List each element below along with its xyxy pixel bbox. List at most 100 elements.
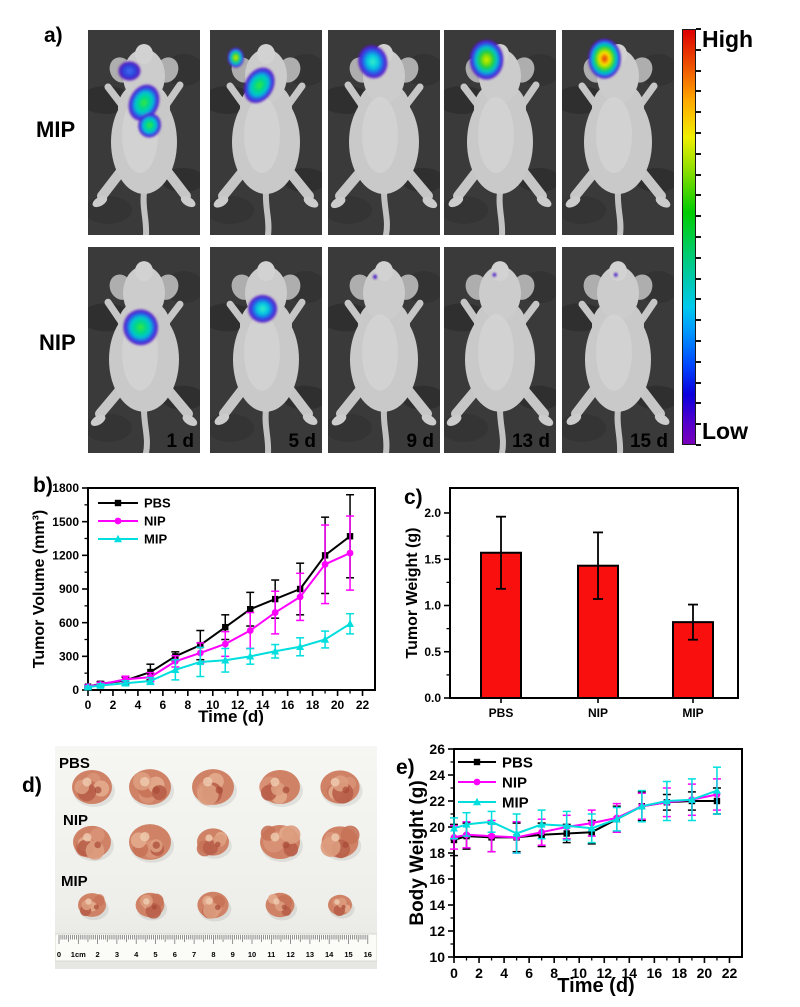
tumor-nip-3 bbox=[196, 828, 229, 857]
tumor-mip-3 bbox=[197, 891, 229, 919]
colorbar-tick bbox=[696, 298, 701, 301]
svg-text:6: 6 bbox=[525, 965, 533, 981]
colorbar-tick bbox=[696, 360, 701, 363]
tumor-pbs-4 bbox=[259, 770, 300, 804]
mouse-image-mip-1 bbox=[88, 30, 200, 235]
svg-text:Tumor Volume (mm³): Tumor Volume (mm³) bbox=[31, 510, 48, 669]
svg-text:18: 18 bbox=[306, 698, 320, 712]
colorbar-tick bbox=[696, 111, 701, 114]
mouse-image-nip-4: 13 d bbox=[444, 247, 556, 453]
svg-text:8: 8 bbox=[550, 965, 558, 981]
svg-text:Time (d): Time (d) bbox=[557, 975, 634, 997]
svg-text:0.0: 0.0 bbox=[424, 691, 441, 705]
svg-text:8: 8 bbox=[211, 950, 215, 959]
svg-text:16: 16 bbox=[429, 871, 445, 887]
svg-text:22: 22 bbox=[356, 698, 370, 712]
svg-text:11: 11 bbox=[267, 950, 275, 959]
svg-text:14: 14 bbox=[429, 897, 445, 913]
svg-text:16: 16 bbox=[281, 698, 295, 712]
panel-e-label: e) bbox=[396, 756, 415, 779]
svg-text:300: 300 bbox=[59, 650, 79, 664]
colorbar-tick bbox=[696, 90, 701, 93]
colorbar-tick bbox=[696, 194, 701, 197]
svg-text:2.0: 2.0 bbox=[424, 506, 441, 520]
svg-text:1cm: 1cm bbox=[71, 950, 86, 959]
svg-text:12: 12 bbox=[596, 965, 612, 981]
tumor-pbs-5 bbox=[320, 770, 360, 804]
svg-text:20: 20 bbox=[429, 819, 445, 835]
svg-text:22: 22 bbox=[429, 793, 445, 809]
colorbar-gradient bbox=[682, 29, 696, 445]
svg-text:1500: 1500 bbox=[52, 515, 79, 529]
svg-text:PBS: PBS bbox=[59, 755, 90, 772]
colorbar-tick bbox=[696, 48, 701, 51]
svg-text:8: 8 bbox=[184, 698, 191, 712]
svg-text:18: 18 bbox=[429, 845, 445, 861]
svg-text:4: 4 bbox=[500, 965, 508, 981]
svg-text:Time (d): Time (d) bbox=[198, 707, 264, 726]
colorbar-high-label: High bbox=[702, 26, 754, 52]
colorbar-tick bbox=[696, 277, 701, 280]
tumor-pbs-1 bbox=[72, 770, 112, 804]
svg-text:MIP: MIP bbox=[144, 532, 167, 547]
svg-text:26: 26 bbox=[429, 741, 445, 757]
colorbar-tick bbox=[696, 132, 701, 134]
svg-text:14: 14 bbox=[325, 950, 334, 959]
colorbar-tick bbox=[696, 402, 701, 405]
svg-text:10: 10 bbox=[571, 965, 587, 981]
svg-text:16: 16 bbox=[647, 965, 663, 981]
svg-text:9: 9 bbox=[231, 950, 235, 959]
svg-text:1 d: 1 d bbox=[167, 431, 194, 452]
svg-text:PBS: PBS bbox=[489, 706, 514, 720]
svg-text:NIP: NIP bbox=[588, 706, 608, 720]
svg-text:6: 6 bbox=[160, 698, 167, 712]
body-weight-chart: 0 2 4 6 8 10 12 14 16 18 20 22101214161820222426PBS… bbox=[407, 741, 743, 997]
svg-text:20: 20 bbox=[697, 965, 713, 981]
colorbar-tick bbox=[696, 69, 701, 72]
svg-text:PBS: PBS bbox=[502, 754, 533, 771]
svg-text:1.0: 1.0 bbox=[424, 599, 441, 613]
svg-text:4: 4 bbox=[135, 698, 142, 712]
mouse-image-nip-2: 5 d bbox=[210, 247, 322, 453]
svg-text:5 d: 5 d bbox=[289, 431, 316, 452]
mouse-image-nip-1: 1 d bbox=[88, 247, 200, 453]
panel-a-label: a) bbox=[44, 24, 63, 47]
svg-text:2: 2 bbox=[110, 698, 117, 712]
row-label-nip: NIP bbox=[39, 330, 76, 355]
colorbar-tick bbox=[696, 444, 701, 446]
svg-text:12: 12 bbox=[429, 923, 445, 939]
svg-text:0: 0 bbox=[57, 950, 61, 959]
mouse-image-nip-5: 15 d bbox=[562, 247, 674, 453]
svg-text:10: 10 bbox=[248, 950, 256, 959]
tumor-mip-5 bbox=[328, 894, 352, 917]
svg-text:14: 14 bbox=[622, 965, 638, 981]
svg-text:12: 12 bbox=[286, 950, 294, 959]
mouse-image-mip-3 bbox=[328, 30, 440, 235]
svg-text:2: 2 bbox=[96, 950, 100, 959]
svg-text:600: 600 bbox=[59, 616, 79, 630]
colorbar-tick bbox=[696, 173, 701, 176]
svg-text:3: 3 bbox=[115, 950, 119, 959]
svg-text:7: 7 bbox=[192, 950, 196, 959]
svg-text:0.5: 0.5 bbox=[424, 645, 441, 659]
tumor-volume-chart: 0 2 4 6 8 10 12 14 16 18 20 22 0 300 600 900 1200 1500 180… bbox=[31, 481, 376, 726]
svg-text:Body Weight (g): Body Weight (g) bbox=[407, 780, 428, 925]
svg-text:0: 0 bbox=[72, 683, 79, 697]
tumor-nip-2 bbox=[129, 824, 171, 860]
svg-text:1.5: 1.5 bbox=[424, 552, 441, 566]
colorbar-tick bbox=[696, 152, 701, 155]
svg-text:13: 13 bbox=[306, 950, 314, 959]
mouse-image-mip-2 bbox=[210, 30, 322, 235]
colorbar-tick bbox=[696, 256, 701, 259]
mouse-image-nip-3: 9 d bbox=[328, 247, 440, 453]
svg-text:MIP: MIP bbox=[61, 873, 88, 890]
svg-text:12: 12 bbox=[231, 698, 245, 712]
svg-text:15 d: 15 d bbox=[630, 431, 668, 452]
svg-text:1200: 1200 bbox=[52, 549, 79, 563]
tumor-nip-1 bbox=[73, 825, 111, 860]
colorbar-tick bbox=[696, 215, 701, 218]
tumor-mip-4 bbox=[265, 892, 295, 918]
svg-text:2: 2 bbox=[475, 965, 483, 981]
colorbar-tick bbox=[696, 381, 701, 384]
